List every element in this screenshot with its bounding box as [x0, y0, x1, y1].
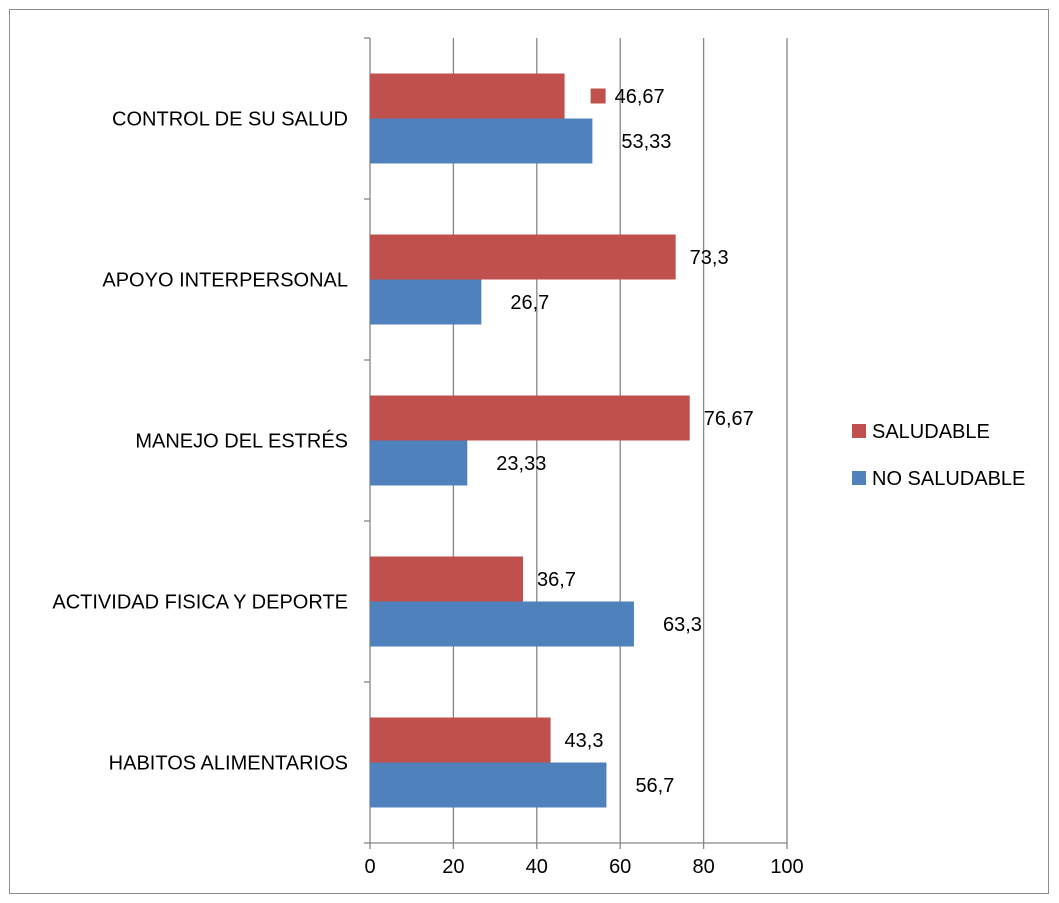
x-tick-label: 40 [526, 856, 548, 878]
data-label-saludable-habitos-alimentarios: 43,3 [565, 730, 604, 752]
x-tick-label: 0 [364, 856, 375, 878]
data-label-legend-key [590, 88, 606, 104]
legend-label-saludable: SALUDABLE [872, 421, 990, 443]
bar-saludable-manejo-del-estres [370, 395, 690, 441]
category-label-actividad-fisica-y-deporte: ACTIVIDAD FISICA Y DEPORTE [52, 592, 348, 614]
bar-no-saludable-manejo-del-estres [370, 440, 468, 486]
x-tick-label: 80 [692, 856, 714, 878]
bar-saludable-habitos-alimentarios [370, 717, 551, 763]
data-label-saludable-manejo-del-estres: 76,67 [704, 408, 754, 430]
bar-saludable-actividad-fisica-y-deporte [370, 556, 524, 602]
bar-saludable-control-de-su-salud [370, 73, 565, 119]
bar-no-saludable-control-de-su-salud [370, 118, 593, 164]
data-label-no-saludable-control-de-su-salud: 53,33 [621, 131, 671, 153]
category-label-habitos-alimentarios: HABITOS ALIMENTARIOS [109, 753, 348, 775]
x-tick-label: 60 [609, 856, 631, 878]
bar-no-saludable-habitos-alimentarios [370, 762, 607, 808]
data-label-saludable-control-de-su-salud: 46,67 [615, 86, 665, 108]
legend-label-no-saludable: NO SALUDABLE [872, 468, 1025, 490]
data-label-no-saludable-actividad-fisica-y-deporte: 63,3 [663, 614, 702, 636]
category-label-manejo-del-estres: MANEJO DEL ESTRÉS [135, 430, 348, 453]
bar-no-saludable-apoyo-interpersonal [370, 279, 482, 325]
bar-no-saludable-actividad-fisica-y-deporte [370, 601, 634, 647]
category-label-control-de-su-salud: CONTROL DE SU SALUD [112, 109, 348, 131]
data-label-no-saludable-manejo-del-estres: 23,33 [496, 453, 546, 475]
category-label-apoyo-interpersonal: APOYO INTERPERSONAL [102, 270, 348, 292]
bar-saludable-apoyo-interpersonal [370, 234, 676, 280]
data-label-saludable-actividad-fisica-y-deporte: 36,7 [537, 569, 576, 591]
legend-swatch-no-saludable [852, 471, 866, 485]
x-tick-label: 100 [770, 856, 803, 878]
data-label-saludable-apoyo-interpersonal: 73,3 [690, 247, 729, 269]
data-label-no-saludable-apoyo-interpersonal: 26,7 [510, 292, 549, 314]
legend-swatch-saludable [852, 424, 866, 438]
x-tick-label: 20 [442, 856, 464, 878]
data-label-no-saludable-habitos-alimentarios: 56,7 [635, 775, 674, 797]
